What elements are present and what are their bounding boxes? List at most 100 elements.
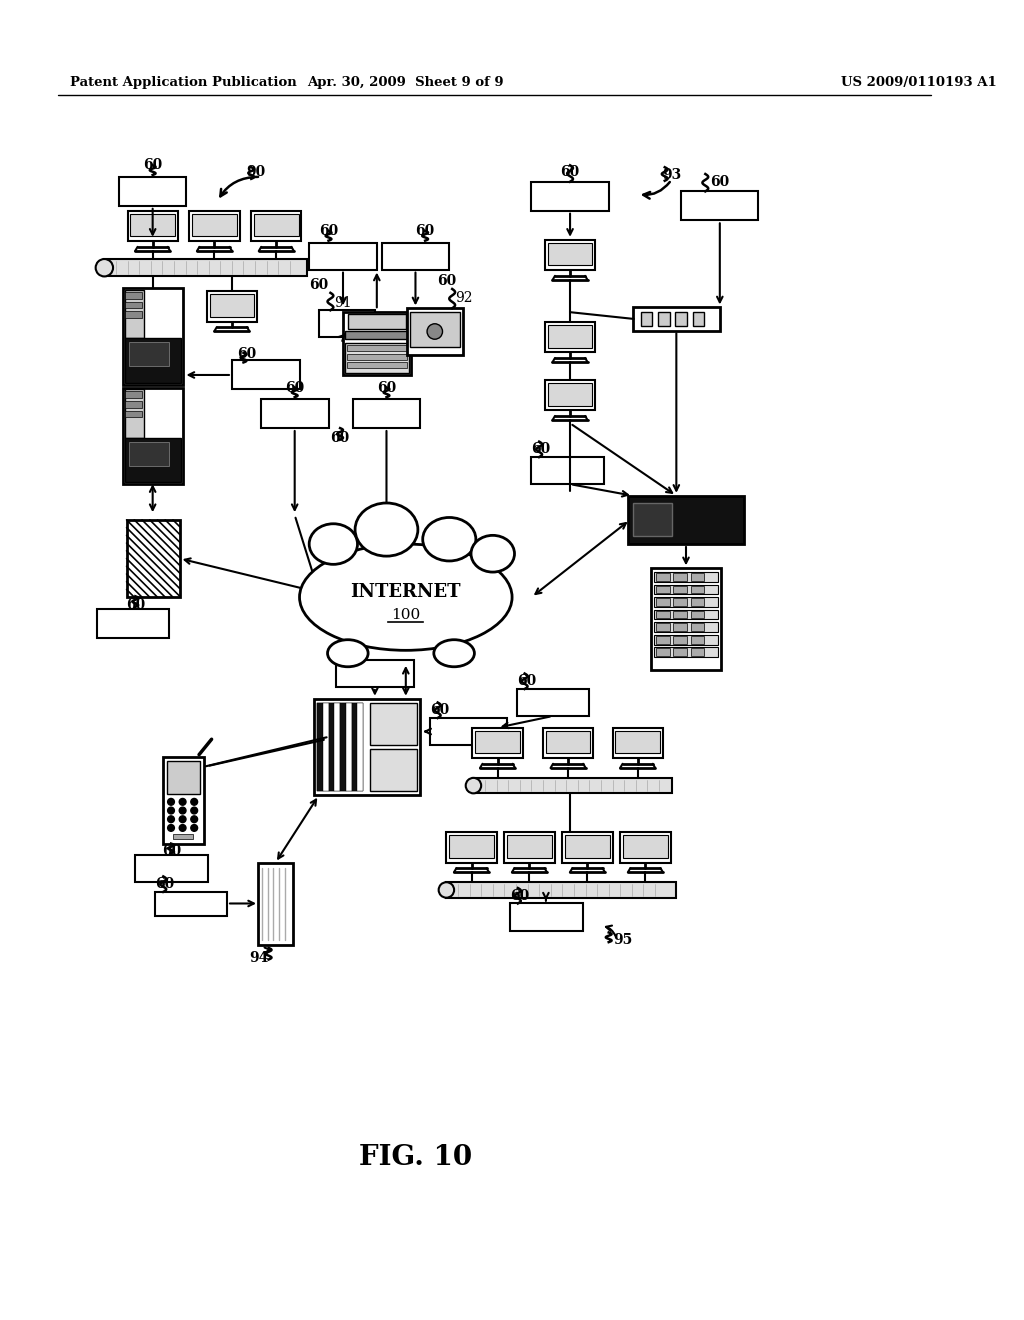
Bar <box>656 623 670 631</box>
Bar <box>410 312 460 347</box>
Bar <box>654 572 718 582</box>
Bar <box>624 834 668 858</box>
Text: Apr. 30, 2009  Sheet 9 of 9: Apr. 30, 2009 Sheet 9 of 9 <box>307 75 504 88</box>
Text: 95: 95 <box>613 933 633 948</box>
Text: 91: 91 <box>334 296 352 309</box>
Bar <box>543 727 593 758</box>
Bar <box>125 290 144 338</box>
Bar <box>693 312 705 326</box>
Bar <box>658 312 670 326</box>
Bar <box>128 342 169 366</box>
Circle shape <box>466 777 481 793</box>
Text: 60: 60 <box>155 878 174 891</box>
Bar <box>351 702 357 792</box>
Bar <box>656 573 670 581</box>
Bar <box>347 354 407 359</box>
Bar <box>548 325 592 347</box>
Bar <box>163 756 204 843</box>
Bar <box>407 309 463 355</box>
Bar <box>641 312 652 326</box>
Text: 60: 60 <box>377 380 396 395</box>
Text: Patent Application Publication: Patent Application Publication <box>70 75 296 88</box>
Circle shape <box>438 882 454 898</box>
Bar <box>351 702 357 792</box>
Text: 60: 60 <box>711 174 729 189</box>
Bar <box>96 609 169 638</box>
Bar <box>633 308 720 330</box>
Bar <box>446 832 497 862</box>
Bar <box>674 586 687 593</box>
Bar <box>656 586 670 593</box>
Text: 60: 60 <box>309 279 329 292</box>
Bar <box>155 892 227 916</box>
Ellipse shape <box>309 524 357 565</box>
Circle shape <box>179 825 186 832</box>
Text: 60: 60 <box>416 224 435 238</box>
Bar <box>316 702 323 792</box>
Bar <box>691 586 705 593</box>
Bar <box>125 389 144 438</box>
Text: 60: 60 <box>126 598 144 612</box>
Bar <box>347 345 407 351</box>
Bar <box>674 636 687 644</box>
Bar <box>370 702 418 744</box>
Bar <box>119 177 186 206</box>
Circle shape <box>179 816 186 822</box>
Text: 60: 60 <box>163 845 181 858</box>
Circle shape <box>179 799 186 805</box>
Bar <box>173 834 194 838</box>
Text: 93: 93 <box>662 168 681 182</box>
Bar <box>357 702 364 792</box>
Bar <box>357 702 364 792</box>
Circle shape <box>168 799 174 805</box>
Bar <box>654 597 718 607</box>
Ellipse shape <box>471 536 514 572</box>
Bar <box>545 380 595 411</box>
Text: 60: 60 <box>531 442 551 457</box>
Bar <box>336 660 414 686</box>
Bar <box>612 727 663 758</box>
Bar <box>546 730 591 754</box>
Text: 60: 60 <box>430 704 450 717</box>
Bar <box>656 636 670 644</box>
Bar <box>125 392 142 399</box>
Bar <box>104 259 307 276</box>
Ellipse shape <box>328 640 368 667</box>
Bar <box>329 702 334 792</box>
Bar <box>323 702 329 792</box>
Bar <box>125 312 142 318</box>
Text: 60: 60 <box>318 224 338 238</box>
Bar <box>323 702 329 792</box>
Text: INTERNET: INTERNET <box>350 583 461 602</box>
Text: 60: 60 <box>237 347 256 360</box>
Bar <box>348 314 406 329</box>
Bar <box>125 438 180 482</box>
Bar <box>231 360 300 389</box>
Bar <box>545 322 595 352</box>
Text: 60: 60 <box>331 430 350 445</box>
Bar <box>472 727 522 758</box>
Bar <box>531 182 608 211</box>
Bar <box>345 343 409 374</box>
Bar <box>340 702 346 792</box>
Bar <box>628 496 744 544</box>
Bar <box>654 585 718 594</box>
Bar <box>545 240 595 271</box>
Circle shape <box>427 323 442 339</box>
Bar <box>125 292 142 298</box>
Bar <box>343 312 411 375</box>
Bar <box>123 288 182 384</box>
Bar <box>318 310 375 338</box>
Bar <box>127 520 180 597</box>
Bar <box>691 611 705 619</box>
Text: 94: 94 <box>249 950 268 965</box>
Circle shape <box>168 807 174 814</box>
Bar <box>347 363 407 368</box>
Bar <box>654 610 718 619</box>
Bar <box>340 702 346 792</box>
Text: 100: 100 <box>391 607 421 622</box>
Bar <box>450 834 494 858</box>
Bar <box>654 622 718 632</box>
Circle shape <box>95 259 113 276</box>
Bar <box>261 399 329 428</box>
